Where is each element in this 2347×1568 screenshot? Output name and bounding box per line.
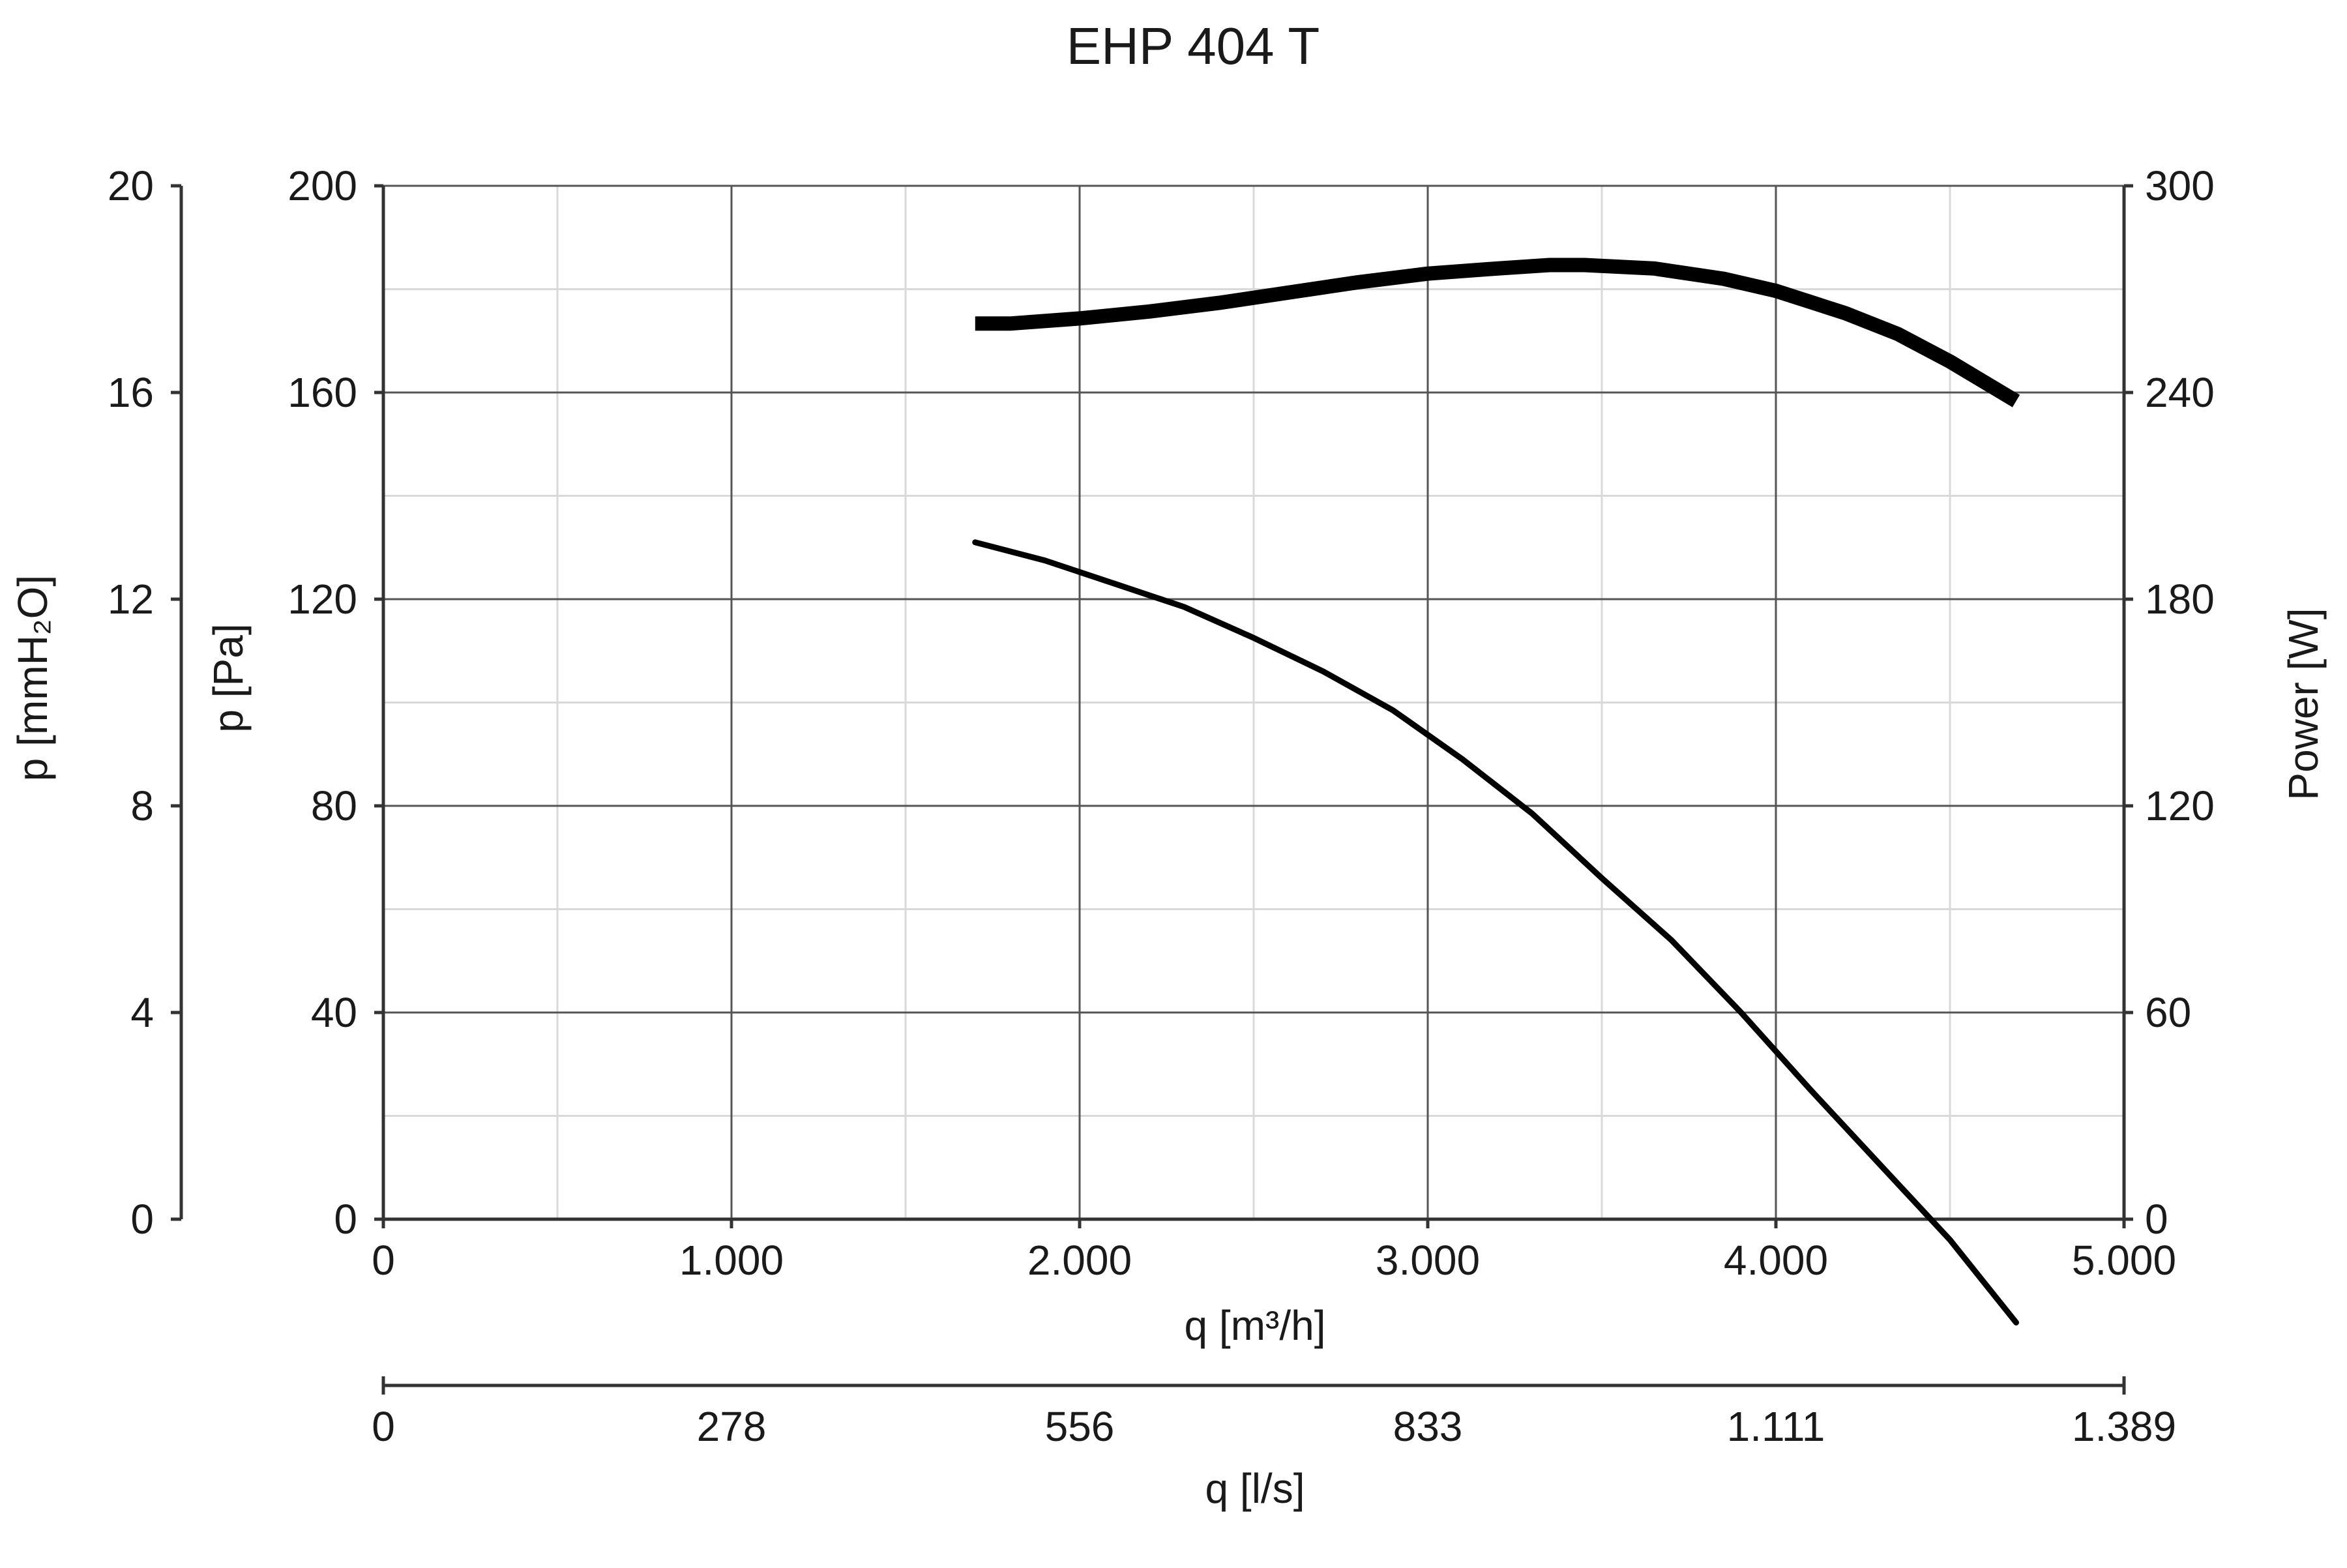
y2-axis-title: Power [W] bbox=[2280, 608, 2327, 800]
y2-tick-label: 60 bbox=[2145, 989, 2191, 1036]
y-outer-tick-label: 16 bbox=[108, 369, 154, 416]
y-tick-label: 80 bbox=[311, 782, 357, 829]
y2-tick-label: 300 bbox=[2145, 162, 2215, 209]
y-tick-label: 40 bbox=[311, 989, 357, 1036]
x-tick-label: 2.000 bbox=[1027, 1237, 1132, 1284]
x-tick-label: 4.000 bbox=[1724, 1237, 1828, 1284]
y2-tick-label: 240 bbox=[2145, 369, 2215, 416]
y-outer-tick-label: 20 bbox=[108, 162, 154, 209]
x2-tick-label: 833 bbox=[1393, 1403, 1463, 1450]
x2-tick-label: 278 bbox=[697, 1403, 767, 1450]
y2-tick-label: 0 bbox=[2145, 1196, 2168, 1243]
y-tick-label: 120 bbox=[288, 576, 357, 623]
x-tick-label: 0 bbox=[372, 1237, 395, 1284]
y-tick-label: 200 bbox=[288, 162, 357, 209]
x-tick-label: 5.000 bbox=[2072, 1237, 2176, 1284]
pressure-curve-line bbox=[972, 539, 2019, 1325]
y2-tick-label: 180 bbox=[2145, 576, 2215, 623]
x-tick-label: 1.000 bbox=[679, 1237, 784, 1284]
y-outer-tick-label: 0 bbox=[130, 1196, 154, 1243]
x2-axis-title: q [l/s] bbox=[1205, 1465, 1305, 1512]
y-tick-label: 160 bbox=[288, 369, 357, 416]
y-outer-tick-label: 8 bbox=[130, 782, 154, 829]
y-outer-tick-label: 12 bbox=[108, 576, 154, 623]
grid bbox=[382, 185, 2125, 1220]
chart-title: EHP 404 T bbox=[1067, 17, 1320, 75]
axes bbox=[171, 184, 2133, 1395]
x-tick-label: 3.000 bbox=[1376, 1237, 1480, 1284]
x-axis-title: q [m³/h] bbox=[1185, 1302, 1326, 1349]
x2-tick-label: 556 bbox=[1045, 1403, 1115, 1450]
y-tick-label: 0 bbox=[334, 1196, 357, 1243]
x2-tick-label: 0 bbox=[372, 1403, 395, 1450]
y-outer-axis-title: p [mmH₂O] bbox=[9, 575, 56, 781]
series bbox=[972, 258, 2020, 1325]
y-axis-title: p [Pa] bbox=[205, 623, 252, 732]
x2-tick-label: 1.111 bbox=[1727, 1403, 1825, 1450]
y-outer-tick-label: 4 bbox=[130, 989, 154, 1036]
power-curve-line bbox=[975, 258, 2020, 407]
x2-tick-label: 1.389 bbox=[2072, 1403, 2176, 1450]
y2-tick-label: 120 bbox=[2145, 782, 2215, 829]
